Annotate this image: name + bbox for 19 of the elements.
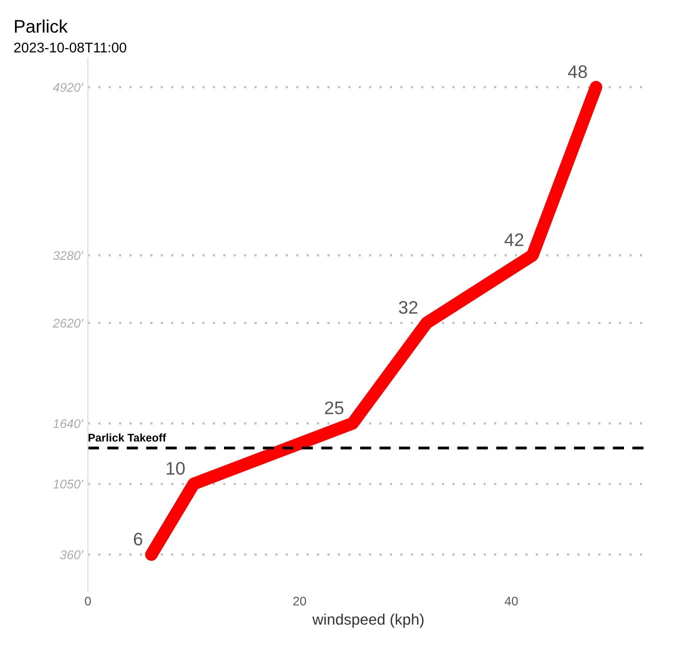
y-tick-label: 360' bbox=[60, 550, 84, 560]
y-tick-label: 4920' bbox=[52, 83, 84, 92]
annotation: 25 bbox=[325, 401, 344, 414]
y-tick-label: 2620' bbox=[52, 318, 84, 328]
annotation: 42 bbox=[504, 233, 524, 246]
x-tick-label: 40 bbox=[504, 596, 518, 606]
annotation: 48 bbox=[568, 65, 587, 78]
chart-title: Parlick bbox=[15, 20, 68, 33]
annotation: 32 bbox=[398, 301, 418, 314]
y-tick-label: 3280' bbox=[53, 251, 84, 260]
ref-line-label: Parlick Takeoff bbox=[88, 433, 166, 442]
x-tick-label: 0 bbox=[84, 596, 91, 606]
y-tick-label: 1050' bbox=[53, 480, 84, 489]
chart-subtitle: 2023-10-08T11:00 bbox=[14, 42, 126, 52]
y-tick-label: 1640' bbox=[53, 419, 84, 428]
x-tick-label: 20 bbox=[293, 596, 306, 606]
annotation: 10 bbox=[166, 462, 185, 475]
x-axis-title: windspeed (kph) bbox=[312, 614, 424, 628]
annotation: 6 bbox=[134, 532, 142, 546]
